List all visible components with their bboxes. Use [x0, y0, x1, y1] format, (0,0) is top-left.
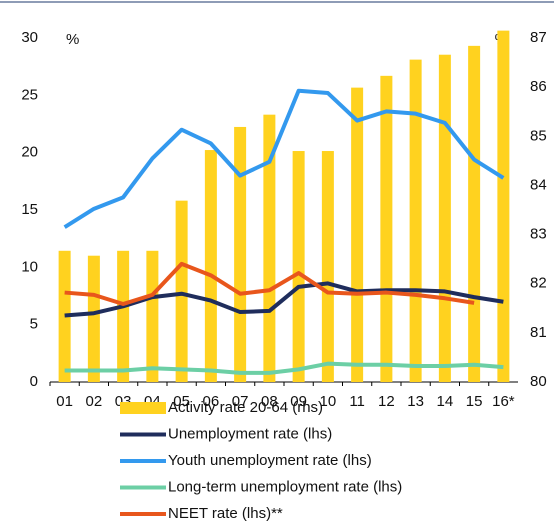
bar	[409, 59, 422, 382]
x-tick-label: 06	[203, 393, 220, 410]
line	[64, 261, 475, 307]
bar	[292, 151, 305, 382]
x-tick-label: 05	[173, 393, 190, 410]
y2-tick-label: 85	[530, 127, 547, 144]
line	[64, 281, 504, 318]
bar	[175, 200, 188, 382]
x-tick-label: 02	[86, 393, 103, 410]
y2-tick-label: 83	[530, 226, 547, 243]
y-tick-label: 15	[21, 201, 38, 218]
x-tick-label: 07	[232, 393, 249, 410]
y2-tick-label: 87	[530, 29, 547, 46]
legend-label: NEET rate (lhs)**	[168, 505, 283, 522]
bar	[351, 87, 364, 383]
legend-label: Activity rate 20-64 (rhs)	[168, 399, 323, 416]
bar	[87, 255, 100, 382]
bar	[58, 250, 71, 382]
y2-tick-label: 81	[530, 324, 547, 341]
bar	[117, 250, 130, 382]
legend-label: Unemployment rate (lhs)	[168, 425, 332, 442]
x-tick-label: 14	[437, 393, 454, 410]
bar	[321, 151, 334, 382]
y2-tick-label: 80	[530, 373, 547, 390]
y2-tick-label: 86	[530, 78, 547, 95]
line	[64, 361, 504, 375]
x-tick-label: 09	[290, 393, 307, 410]
bar	[263, 114, 276, 383]
y-tick-label: 25	[21, 86, 38, 103]
y-axis-unit: %	[66, 31, 79, 48]
y-tick-label: 10	[21, 258, 38, 275]
bar	[146, 250, 159, 382]
y2-tick-label: 82	[530, 275, 547, 292]
bar	[438, 54, 451, 383]
x-tick-label: 01	[56, 393, 73, 410]
bar	[497, 30, 510, 382]
x-tick-label: 12	[378, 393, 395, 410]
x-tick-label: 11	[349, 393, 365, 410]
x-tick-label: 15	[466, 393, 483, 410]
y-tick-label: 5	[30, 316, 38, 333]
bar	[380, 75, 393, 382]
legend-swatch	[120, 402, 166, 414]
y-tick-label: 20	[21, 144, 38, 161]
legend-label: Youth unemployment rate (lhs)	[168, 452, 372, 469]
x-tick-label: 13	[407, 393, 424, 410]
y2-tick-label: 84	[530, 176, 547, 193]
legend-label: Long-term unemployment rate (lhs)	[168, 478, 402, 495]
y-tick-label: 0	[30, 373, 38, 390]
y-tick-label: 30	[21, 29, 38, 46]
bar	[204, 150, 217, 382]
bar	[468, 45, 481, 383]
line	[63, 88, 505, 229]
bar	[234, 126, 247, 382]
x-tick-label: 10	[320, 393, 337, 410]
x-tick-label: 08	[261, 393, 278, 410]
x-tick-label: 16*	[492, 393, 515, 410]
